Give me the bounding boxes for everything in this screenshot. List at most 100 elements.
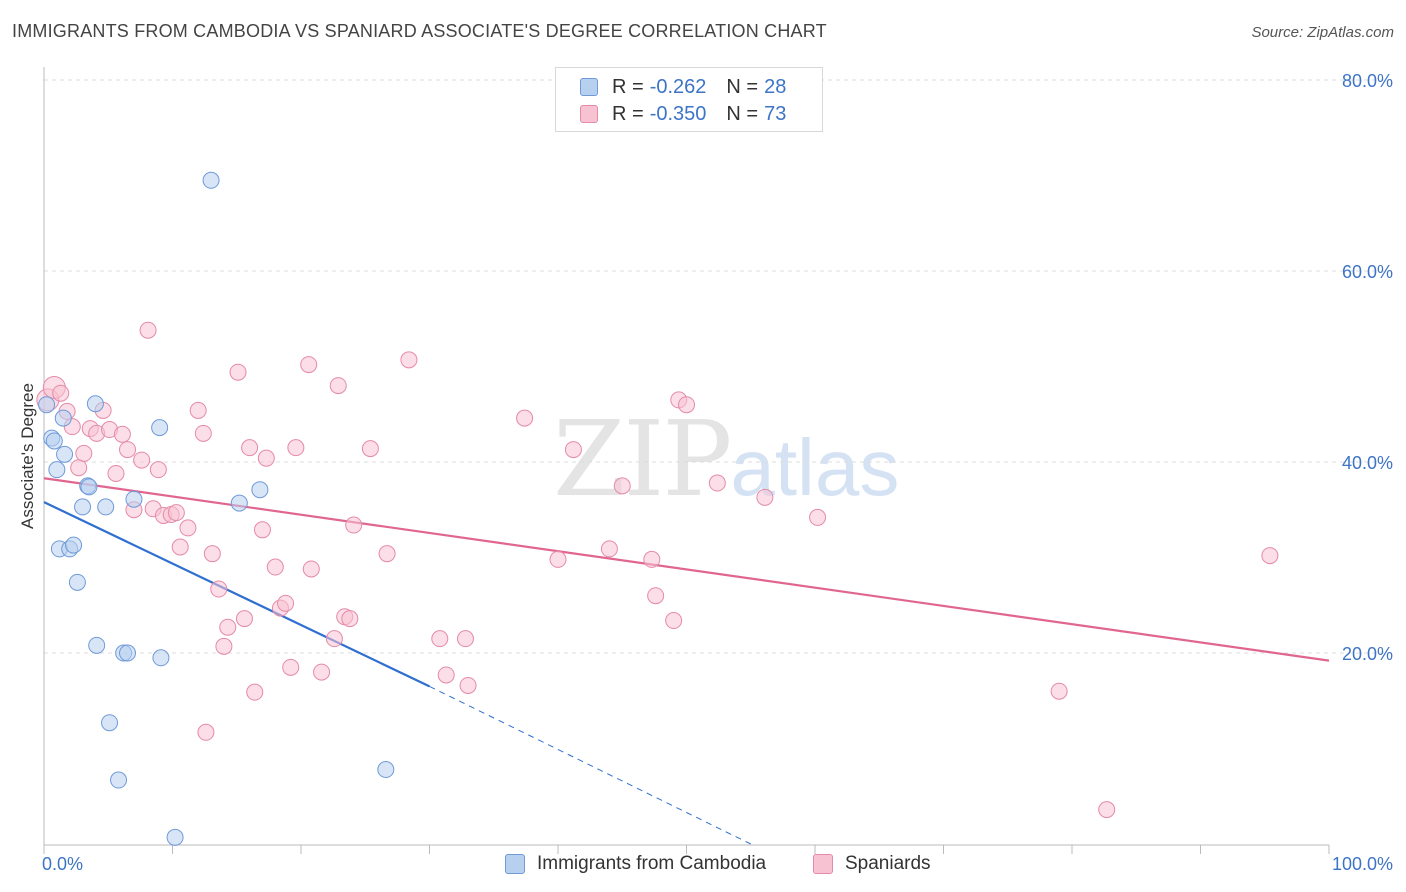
point-spaniards-37	[266, 558, 284, 576]
point-spaniards-36	[257, 449, 275, 467]
point-spaniards-12	[113, 425, 131, 443]
point-spaniards-48	[341, 610, 359, 628]
point-spaniards-15	[133, 451, 151, 469]
point-cambodia-0	[38, 396, 56, 414]
point-spaniards-59	[564, 441, 582, 459]
point-spaniards-21	[167, 504, 185, 522]
point-spaniards-29	[215, 637, 233, 655]
point-spaniards-71	[1098, 801, 1116, 819]
y-tick-label: 20.0%	[1342, 644, 1393, 664]
bottom-legend-swatch-pink	[813, 854, 833, 874]
point-cambodia-22	[152, 649, 170, 667]
point-spaniards-57	[516, 409, 534, 427]
point-cambodia-27	[377, 761, 395, 779]
point-spaniards-26	[197, 723, 215, 741]
legend-n-label: N =	[726, 75, 759, 98]
point-spaniards-67	[708, 474, 726, 492]
point-spaniards-54	[437, 666, 455, 684]
bottom-legend-label-cambodia: Immigrants from Cambodia	[537, 853, 767, 874]
point-spaniards-31	[229, 363, 247, 381]
point-cambodia-20	[125, 490, 143, 508]
point-spaniards-2	[52, 384, 70, 402]
bottom-legend-spaniards[interactable]: Spaniards	[813, 852, 931, 876]
y-axis-title: Associate's Degree	[18, 383, 37, 529]
y-tick-label: 60.0%	[1342, 262, 1393, 282]
point-spaniards-28	[210, 580, 228, 598]
grid-layer	[44, 79, 1392, 654]
point-spaniards-46	[329, 377, 347, 395]
y-tick-label: 40.0%	[1342, 453, 1393, 473]
trend-line-spaniards	[43, 477, 1330, 662]
point-cambodia-6	[56, 445, 74, 463]
point-spaniards-63	[647, 587, 665, 605]
point-cambodia-25	[230, 494, 248, 512]
point-cambodia-19	[119, 644, 137, 662]
point-spaniards-62	[643, 550, 661, 568]
point-spaniards-45	[325, 630, 343, 648]
point-cambodia-15	[97, 498, 115, 516]
point-spaniards-51	[378, 545, 396, 563]
legend-swatch-pink	[580, 105, 598, 123]
zipatlas-watermark: ZIPatlas	[553, 398, 899, 520]
bottom-legend-cambodia[interactable]: Immigrants from Cambodia	[505, 852, 766, 876]
point-spaniards-41	[287, 439, 305, 457]
point-spaniards-68	[756, 488, 774, 506]
point-spaniards-32	[235, 610, 253, 628]
point-spaniards-27	[203, 545, 221, 563]
point-spaniards-66	[678, 396, 695, 414]
point-spaniards-70	[1050, 682, 1068, 700]
y-tick-label: 80.0%	[1342, 71, 1393, 91]
legend-r-label: R =	[612, 102, 644, 125]
point-spaniards-64	[665, 612, 683, 630]
chart-title: IMMIGRANTS FROM CAMBODIA VS SPANIARD ASS…	[12, 21, 827, 41]
point-cambodia-14	[88, 636, 106, 654]
x-tick-label: 100.0%	[1332, 854, 1393, 874]
point-spaniards-30	[219, 618, 237, 636]
point-spaniards-6	[75, 444, 93, 462]
point-cambodia-24	[202, 171, 220, 189]
point-spaniards-55	[456, 630, 474, 648]
point-spaniards-56	[459, 676, 477, 694]
legend-n-value: 28	[764, 75, 787, 98]
point-cambodia-23	[166, 828, 184, 846]
point-spaniards-25	[194, 424, 212, 442]
point-spaniards-35	[253, 521, 271, 539]
trend-line-cambodia	[43, 501, 430, 688]
tick-label-layer: 20.0% 40.0% 60.0% 80.0% 0.0% 100.0%	[42, 71, 1393, 874]
point-spaniards-61	[613, 477, 631, 495]
axis-layer	[43, 67, 1330, 854]
point-cambodia-26	[251, 481, 269, 499]
x-tick-label: 0.0%	[42, 854, 83, 874]
point-spaniards-52	[400, 351, 418, 369]
bottom-legend-label-spaniards: Spaniards	[845, 853, 931, 874]
point-spaniards-11	[107, 464, 125, 482]
point-spaniards-34	[246, 683, 264, 701]
legend-r-value: -0.350	[649, 102, 707, 125]
point-layer	[36, 171, 1279, 846]
point-spaniards-33	[241, 439, 259, 457]
trend-line-cambodia-extrapolated	[429, 685, 751, 845]
point-spaniards-53	[431, 630, 449, 648]
point-spaniards-44	[313, 663, 331, 681]
point-cambodia-17	[110, 771, 128, 789]
legend-row-spaniards: R = -0.350 N = 73	[580, 102, 786, 126]
point-spaniards-22	[171, 538, 189, 556]
point-spaniards-18	[149, 461, 167, 479]
point-spaniards-40	[282, 658, 300, 676]
point-spaniards-72	[1261, 547, 1279, 565]
point-cambodia-2	[45, 432, 63, 450]
point-spaniards-16	[139, 321, 157, 339]
legend-swatch-blue	[580, 78, 598, 96]
legend-n-label: N =	[726, 102, 759, 125]
source-credit: Source: ZipAtlas.com	[1251, 24, 1394, 41]
point-spaniards-69	[809, 508, 827, 526]
stats-legend: R = -0.262 N = 28 R = -0.350 N = 73	[555, 67, 823, 132]
watermark-zip: ZIP	[553, 398, 732, 520]
point-cambodia-12	[80, 478, 98, 496]
point-spaniards-24	[189, 401, 207, 419]
point-cambodia-13	[86, 395, 104, 413]
point-cambodia-5	[54, 409, 72, 427]
point-spaniards-42	[300, 356, 318, 374]
legend-n-value: 73	[764, 102, 787, 125]
